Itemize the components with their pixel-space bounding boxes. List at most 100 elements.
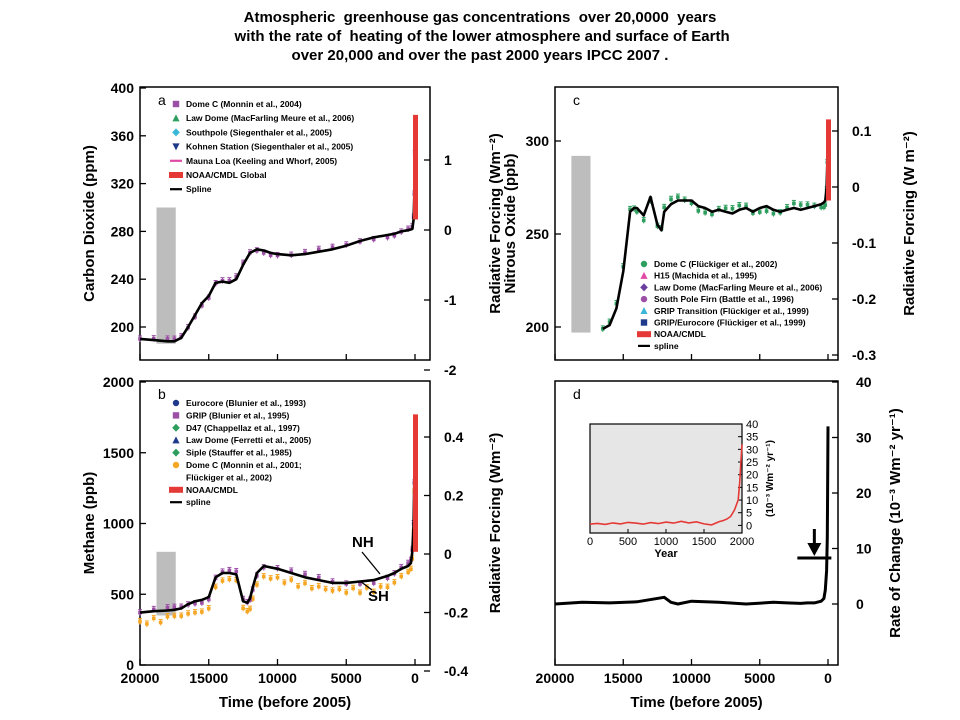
panel-b-measurements-sh-point xyxy=(399,574,404,579)
legend-b: Eurocore (Blunier et al., 1993) GRIP (Blu… xyxy=(169,398,311,507)
panel-a-measurements-point xyxy=(227,278,232,283)
panel-d-xtick-label-4: 0 xyxy=(824,670,832,686)
panel-b-measurements-sh-point xyxy=(351,586,355,591)
title-line-2: with the rate of heating of the lower at… xyxy=(230,28,730,45)
panel-d-inset-ytick-label-8: 40 xyxy=(746,419,758,431)
panel-b-measurements-sh xyxy=(138,488,417,627)
legend-b-marker-1 xyxy=(172,412,180,419)
panel-c-frame xyxy=(554,86,839,361)
slide-title: Atmospheric greenhouse gas concentration… xyxy=(0,8,960,65)
panel-c-measurements-point xyxy=(771,211,776,216)
legend-c: Dome C (Flückiger et al., 2002) H15 (Mach… xyxy=(637,259,822,351)
panel-b-measurements-sh-point xyxy=(255,583,259,587)
panel-b-measurements-sh-point xyxy=(316,584,321,589)
panel-b-grey-bar xyxy=(156,551,176,616)
panel-b-annotation-sh: SH xyxy=(368,588,389,605)
panel-b-xlabel: Time (before 2005) xyxy=(219,694,351,711)
panel-b-measurements-nh-point xyxy=(227,568,232,573)
panel-d-ytick-label-0: 0 xyxy=(856,596,864,612)
panel-b-measurements-nh-point xyxy=(316,575,321,580)
panel-b-measurements-nh-point xyxy=(303,572,307,577)
panel-b-measurements-sh-point xyxy=(206,606,211,611)
panel-d-arrow-head xyxy=(807,543,822,556)
legend-a-label-3: Kohnen Station (Siegenthaler et al., 200… xyxy=(186,142,353,152)
panel-b-measurements-sh-point xyxy=(227,577,232,582)
legend-c-marker-5 xyxy=(640,319,648,326)
panel-c-rtick-label-1: 0 xyxy=(852,179,860,195)
panel-a-ytick-label-4: 360 xyxy=(111,128,135,144)
panel-d-inset-ylabel: (10⁻³ Wm⁻² yr⁻¹) xyxy=(765,440,776,517)
panel-b-measurements-sh-point xyxy=(385,585,390,589)
panel-a-frame xyxy=(139,86,431,361)
panel-c-measurements-point xyxy=(823,203,828,207)
panel-b-ytick-label-3: 1500 xyxy=(103,445,134,461)
panel-b-measurements-sh-point xyxy=(172,614,177,618)
panel-b-measurements-nh-point xyxy=(138,610,142,615)
panel-c-measurements-point xyxy=(730,206,735,211)
panel-b-measurements-sh-point xyxy=(234,578,239,583)
panel-b-rtick-label-4: -0.4 xyxy=(444,663,468,679)
panel-b-measurements-sh-point xyxy=(371,590,376,594)
legend-b-label-3: Law Dome (Ferretti et al., 2005) xyxy=(186,435,311,445)
panel-b-measurements-nh-point xyxy=(406,561,410,566)
panel-d-letter: d xyxy=(573,386,581,402)
panel-a-measurements-point xyxy=(268,253,273,258)
panel-b-measurements-sh-point xyxy=(250,597,255,601)
panel-d-inset: 0 500 1000 1500 20000510152025303540Year(10⁻… xyxy=(587,419,776,560)
panel-b-xtick-label-0: 20000 xyxy=(121,670,160,686)
legend-a-marker-0 xyxy=(172,100,180,108)
panel-c-ytick-label-1: 250 xyxy=(526,226,550,242)
panel-b-xtick-label-3: 5000 xyxy=(331,670,362,686)
legend-b-marker-7 xyxy=(169,486,183,493)
legend-a-marker-3 xyxy=(172,143,180,151)
panel-c-measurements-point xyxy=(744,204,748,208)
legend-a: Dome C (Monnin et al., 2004) Law Dome (Ma… xyxy=(169,99,354,194)
panel-c-measurements-point xyxy=(805,203,810,207)
panel-b-measurements-nh-point xyxy=(371,581,376,585)
panel-c-rtick-label-2: -0.1 xyxy=(852,235,876,251)
panel-c-measurements-point xyxy=(764,209,769,213)
panel-b-measurements-sh-point xyxy=(275,575,280,580)
legend-c-label-1: H15 (Machida et al., 1995) xyxy=(654,271,757,281)
panel-b-measurements-nh-point xyxy=(172,605,177,609)
legend-b-label-6: Flückiger et al., 2002) xyxy=(186,472,272,482)
legend-b-label-8: spline xyxy=(186,497,211,507)
panel-b-measurements-sh-point xyxy=(330,589,335,593)
panel-c-rtick-label-0: 0.1 xyxy=(852,123,872,139)
panel-a-ytick-label-5: 400 xyxy=(111,80,135,96)
panel-b-measurements-sh-point xyxy=(145,622,149,626)
panel-a-measurements-point xyxy=(392,233,397,238)
legend-a-marker-5 xyxy=(169,172,183,178)
panel-b-ylabel: Methane (ppb) xyxy=(81,472,98,575)
legend-b-marker-2 xyxy=(172,423,180,432)
legend-c-marker-3 xyxy=(640,295,648,303)
panel-c-measurements-point xyxy=(751,211,755,215)
panel-a-ytick-label-0: 200 xyxy=(111,319,135,335)
panel-c-measurements-point xyxy=(689,201,694,206)
panel-c-grey-bar xyxy=(571,155,591,333)
panel-a-measurements-point xyxy=(330,245,335,249)
panel-b-ytick-label-1: 500 xyxy=(111,586,135,602)
panel-a-measurements-point xyxy=(172,337,177,341)
panel-b-rtick-label-1: 0.2 xyxy=(444,488,464,504)
legend-b-label-2: D47 (Chappellaz et al., 1997) xyxy=(186,423,300,433)
panel-b-measurements-nh-point xyxy=(165,605,170,610)
legend-c-marker-2 xyxy=(640,283,648,292)
panel-c-right-label: Radiative Forcing (W m⁻²) xyxy=(901,131,918,316)
panel-b-measurements-sh-point xyxy=(378,584,383,589)
panel-a-measurements-point xyxy=(371,237,376,242)
panel-c-measurements-point xyxy=(792,201,796,206)
panel-d-series-line xyxy=(554,426,830,606)
panel-a-measurements-point xyxy=(165,337,170,341)
legend-b-label-0: Eurocore (Blunier et al., 1993) xyxy=(186,398,306,408)
panel-b-measurements-sh-point xyxy=(392,580,397,585)
panel-b-measurements-nh-point xyxy=(206,597,211,602)
panel-d-inset-ytick-label-5: 25 xyxy=(746,457,758,469)
panel-b-ytick-label-2: 1000 xyxy=(103,516,134,532)
panel-d-inset-frame xyxy=(589,423,743,534)
legend-c-label-0: Dome C (Flückiger et al., 2002) xyxy=(654,259,777,269)
legend-a-marker-2 xyxy=(172,128,180,137)
panel-d-xlabel: Time (before 2005) xyxy=(630,694,762,711)
panel-d-inset-ytick-label-3: 15 xyxy=(746,482,758,494)
panel-d-inset-ytick-label-4: 20 xyxy=(746,470,758,482)
